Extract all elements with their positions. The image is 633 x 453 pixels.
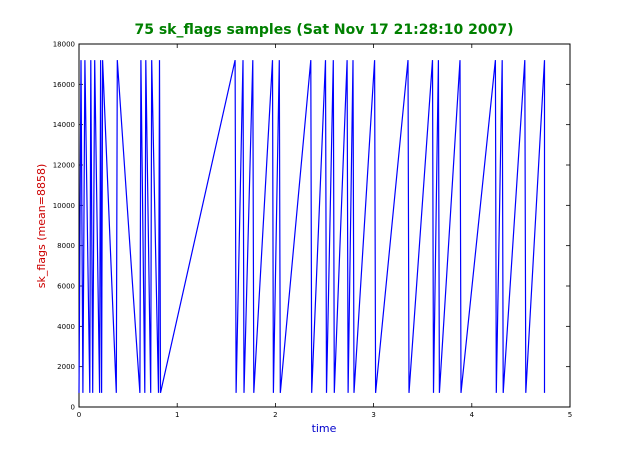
y-tick-label: 12000 [53, 162, 75, 170]
x-tick-label: 0 [77, 411, 81, 419]
y-tick-label: 2000 [57, 363, 75, 371]
series-line [78, 59, 546, 394]
plot-area: 0 1 2 3 4 5 0 2000 4000 6000 8000 10000 12000 14000 1… [53, 41, 573, 420]
x-tick-label: 3 [371, 411, 375, 419]
x-tick-label: 2 [273, 411, 277, 419]
x-tick-label: 1 [175, 411, 179, 419]
x-axis-label: time [312, 422, 337, 435]
y-tick-label: 18000 [53, 41, 75, 49]
y-tick-label: 14000 [53, 121, 75, 129]
y-tick-label: 4000 [57, 323, 75, 331]
x-tick-label: 4 [470, 411, 475, 419]
y-axis-label: sk_flags (mean=8858) [35, 164, 48, 288]
x-axis: 0 1 2 3 4 5 [77, 44, 572, 419]
y-tick-label: 10000 [53, 202, 75, 210]
y-tick-label: 16000 [53, 81, 75, 89]
y-axis: 0 2000 4000 6000 8000 10000 12000 14000 16000 180… [53, 41, 570, 412]
y-tick-label: 8000 [57, 242, 75, 250]
chart-title: 75 sk_flags samples (Sat Nov 17 21:28:10… [134, 22, 513, 38]
y-tick-label: 6000 [57, 283, 75, 291]
x-tick-label: 5 [568, 411, 572, 419]
y-tick-label: 0 [71, 404, 75, 412]
